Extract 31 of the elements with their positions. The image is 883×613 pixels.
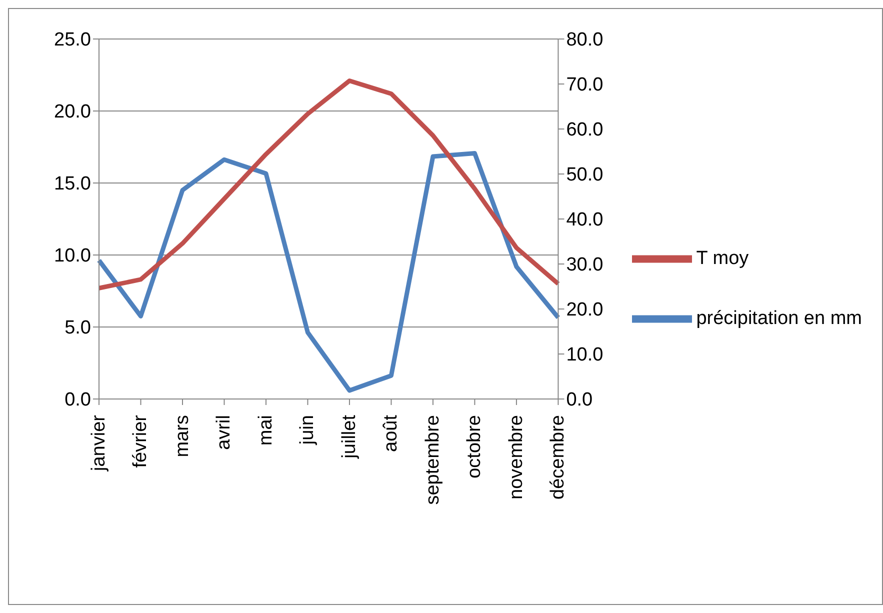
x-tick-label: août (380, 414, 402, 452)
x-tick-label: juillet (338, 414, 360, 460)
y2-tick-label: 50.0 (566, 164, 604, 186)
line-series (96, 151, 560, 393)
x-tick-label: novembre (506, 415, 527, 500)
x-tick-label: mai (255, 415, 276, 446)
x-tick-label: janvier (88, 414, 110, 472)
y2-tick-label: 20.0 (566, 300, 604, 321)
y2-tick-label: 30.0 (566, 254, 604, 276)
x-tick-label: mars (172, 415, 193, 458)
legend-label: T moy (696, 248, 749, 270)
x-tick-label: septembre (422, 415, 444, 505)
y2-tick-label: 0.0 (566, 390, 593, 411)
y2-tick-label: 40.0 (566, 210, 604, 231)
y-tick-label: 0.0 (64, 390, 91, 411)
x-tick-label: décembre (548, 415, 569, 500)
y2-tick-label: 10.0 (566, 344, 604, 366)
y2-tick-label: 80.0 (566, 30, 604, 51)
y-tick-label: 25.0 (54, 30, 91, 51)
x-tick-label: avril (214, 415, 235, 450)
x-tick-label: juin (297, 415, 318, 446)
y-tick-label: 10.0 (54, 246, 91, 267)
legend-label: précipitation en mm (696, 308, 862, 330)
x-tick-label: octobre (464, 415, 486, 478)
y-tick-label: 20.0 (54, 102, 91, 123)
x-tick-label: février (130, 414, 152, 468)
y-tick-label: 5.0 (64, 318, 91, 339)
y2-tick-label: 70.0 (566, 74, 604, 96)
line-series (96, 78, 560, 290)
y-tick-label: 15.0 (54, 174, 91, 195)
y2-tick-label: 60.0 (566, 120, 604, 141)
